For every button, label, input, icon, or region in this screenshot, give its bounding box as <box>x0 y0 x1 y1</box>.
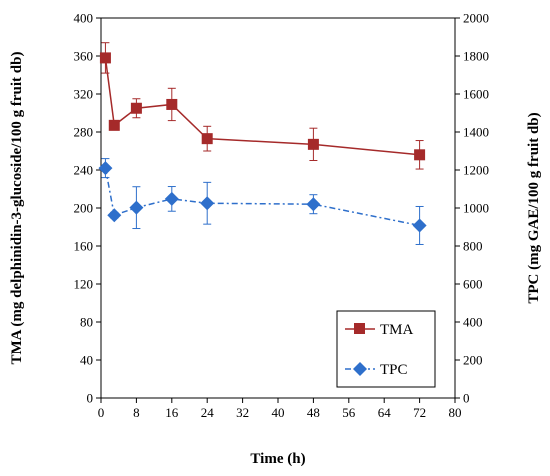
y-right-tick-label: 1200 <box>463 163 489 178</box>
x-tick-label: 80 <box>449 405 462 420</box>
x-tick-label: 0 <box>98 405 105 420</box>
y-right-tick-label: 400 <box>463 315 483 330</box>
legend: TMA TPC <box>336 310 436 388</box>
data-point-tma <box>108 119 120 131</box>
y-right-tick-label: 1800 <box>463 49 489 64</box>
y-axis-title-left: TMA (mg delphinidin-3-glucoside/100 g fr… <box>9 52 25 365</box>
y-left-tick-label: 240 <box>74 163 94 178</box>
legend-tma-marker <box>354 323 365 334</box>
x-tick-label: 72 <box>413 405 426 420</box>
y-right-tick-label: 200 <box>463 353 483 368</box>
data-point-tma <box>307 138 319 150</box>
y-right-tick-label: 2000 <box>463 11 489 26</box>
y-left-tick-label: 320 <box>74 87 94 102</box>
x-tick-label: 16 <box>165 405 179 420</box>
y-left-tick-label: 40 <box>80 353 93 368</box>
x-tick-label: 56 <box>342 405 356 420</box>
y-right-tick-label: 600 <box>463 277 483 292</box>
y-left-tick-label: 0 <box>87 391 94 406</box>
series-layer <box>98 42 427 245</box>
x-axis-title: Time (h) <box>250 451 305 467</box>
y-right-tick-label: 800 <box>463 239 483 254</box>
data-point-tpc <box>306 197 321 212</box>
data-point-tpc <box>107 208 122 223</box>
x-tick-label: 24 <box>201 405 215 420</box>
data-point-tma <box>99 52 111 64</box>
series-tpc <box>98 158 427 245</box>
y-right-tick-label: 1000 <box>463 201 489 216</box>
y-left-tick-label: 400 <box>74 11 94 26</box>
y-axis-title-right: TPC (mg GAE/100 g fruit db) <box>526 112 542 303</box>
y-left-tick-label: 80 <box>80 315 93 330</box>
x-tick-label: 32 <box>236 405 249 420</box>
ticks-layer: 0 8 16 24 32 40 48 56 64 72 8004080120160200240280… <box>74 11 490 421</box>
y-right-tick-label: 0 <box>463 391 470 406</box>
x-tick-label: 40 <box>272 405 285 420</box>
y-right-tick-label: 1400 <box>463 125 489 140</box>
y-left-tick-label: 360 <box>74 49 94 64</box>
y-left-tick-label: 120 <box>74 277 94 292</box>
legend-tma-label: TMA <box>380 322 414 338</box>
data-point-tma <box>166 98 178 110</box>
data-point-tma <box>414 149 426 161</box>
y-left-tick-label: 160 <box>74 239 94 254</box>
x-tick-label: 64 <box>378 405 392 420</box>
x-tick-label: 48 <box>307 405 320 420</box>
legend-tpc-marker <box>353 362 367 376</box>
data-point-tpc <box>200 196 215 211</box>
y-left-tick-label: 200 <box>74 201 94 216</box>
series-tma <box>99 42 426 170</box>
y-left-tick-label: 280 <box>74 125 94 140</box>
data-point-tpc <box>412 218 427 233</box>
x-tick-label: 8 <box>133 405 140 420</box>
data-point-tpc <box>98 161 113 176</box>
data-point-tma <box>130 102 142 114</box>
data-point-tpc <box>129 200 144 215</box>
legend-tpc-label: TPC <box>380 362 408 378</box>
y-right-tick-label: 1600 <box>463 87 489 102</box>
data-point-tma <box>201 133 213 145</box>
data-point-tpc <box>164 191 179 206</box>
legend-box <box>336 310 436 388</box>
